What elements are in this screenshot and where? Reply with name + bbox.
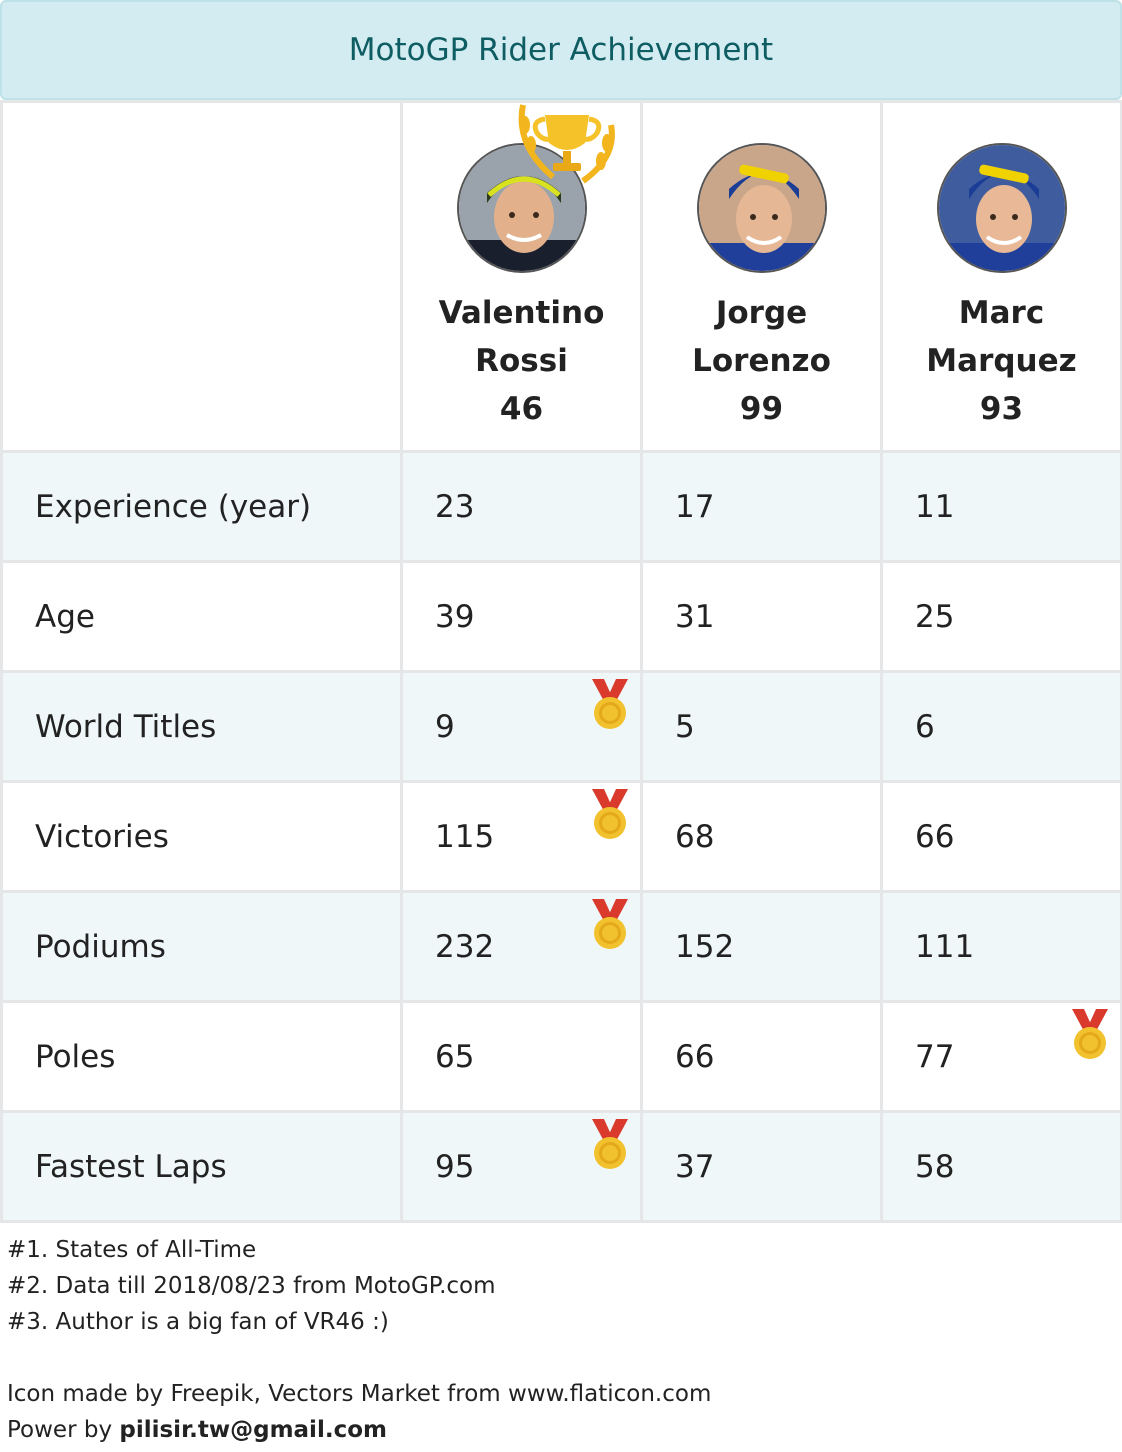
corner-cell — [0, 100, 403, 453]
stat-cell: 115 — [400, 780, 643, 893]
stat-value: 11 — [915, 488, 955, 525]
rider-number: 93 — [979, 391, 1024, 427]
row-label: Poles — [0, 1000, 403, 1113]
spacer — [7, 1340, 711, 1376]
stat-value: 31 — [675, 598, 715, 635]
table-row: Poles 65 66 77 — [0, 1000, 1122, 1113]
row-label: World Titles — [0, 670, 403, 783]
footnotes: #1. States of All-Time #2. Data till 201… — [7, 1232, 711, 1448]
stat-cell: 17 — [640, 450, 883, 563]
stat-value: 66 — [915, 818, 955, 855]
stat-value: 115 — [435, 818, 495, 855]
row-label: Experience (year) — [0, 450, 403, 563]
icon-credit: Icon made by Freepik, Vectors Market fro… — [7, 1381, 712, 1407]
rider-cell: Jorge Lorenzo 99 — [640, 100, 883, 453]
avatar — [936, 143, 1067, 273]
rider-number: 46 — [499, 391, 544, 427]
stat-cell: 152 — [640, 890, 883, 1003]
stat-value: 77 — [915, 1038, 955, 1075]
stat-cell: 31 — [640, 560, 883, 673]
stat-value: 25 — [915, 598, 955, 635]
stat-value: 17 — [675, 488, 715, 525]
rider-header-row: Valentino Rossi 46 — [0, 100, 1122, 453]
stat-value: 152 — [675, 928, 735, 965]
stat-value: 66 — [675, 1038, 715, 1075]
title-bar: MotoGP Rider Achievement — [0, 0, 1122, 100]
stat-value: 65 — [435, 1038, 475, 1075]
stat-value: 232 — [435, 928, 495, 965]
table-row: Podiums 232 152 111 — [0, 890, 1122, 1003]
stat-cell: 95 — [400, 1110, 643, 1223]
achievement-table: Valentino Rossi 46 — [0, 100, 1122, 1223]
table-row: Fastest Laps 95 37 58 — [0, 1110, 1122, 1223]
stat-cell: 111 — [880, 890, 1122, 1003]
stat-value: 5 — [675, 708, 695, 745]
rider-first-name: Valentino — [438, 295, 605, 331]
medal-icon — [1068, 1009, 1112, 1061]
stat-cell: 9 — [400, 670, 643, 783]
row-label: Age — [0, 560, 403, 673]
rider-last-name: Lorenzo — [692, 343, 831, 379]
table-row: Age 39 31 25 — [0, 560, 1122, 673]
stat-value: 6 — [915, 708, 935, 745]
stat-cell: 77 — [880, 1000, 1122, 1113]
stat-cell: 39 — [400, 560, 643, 673]
rider-number: 99 — [739, 391, 784, 427]
stat-cell: 6 — [880, 670, 1122, 783]
stat-value: 9 — [435, 708, 455, 745]
stat-value: 95 — [435, 1148, 475, 1185]
stat-value: 111 — [915, 928, 975, 965]
medal-icon — [588, 899, 632, 951]
stat-cell: 11 — [880, 450, 1122, 563]
author-email: pilisir.tw@gmail.com — [119, 1417, 387, 1443]
rider-last-name: Rossi — [475, 343, 568, 379]
stat-value: 68 — [675, 818, 715, 855]
power-by: Power by pilisir.tw@gmail.com — [7, 1412, 711, 1448]
stat-cell: 232 — [400, 890, 643, 1003]
page-title: MotoGP Rider Achievement — [348, 32, 774, 68]
stat-value: 58 — [915, 1148, 955, 1185]
avatar — [696, 143, 827, 273]
stat-cell: 68 — [640, 780, 883, 893]
stat-value: 37 — [675, 1148, 715, 1185]
table-row: World Titles 9 5 6 — [0, 670, 1122, 783]
stat-value: 23 — [435, 488, 475, 525]
rider-last-name: Marquez — [926, 343, 1077, 379]
stat-value: 39 — [435, 598, 475, 635]
row-label: Fastest Laps — [0, 1110, 403, 1223]
footnote-3: #3. Author is a big fan of VR46 :) — [7, 1309, 389, 1335]
stat-cell: 58 — [880, 1110, 1122, 1223]
medal-icon — [588, 1119, 632, 1171]
rider-cell: Valentino Rossi 46 — [400, 100, 643, 453]
stat-cell: 66 — [640, 1000, 883, 1113]
table-row: Experience (year) 23 17 11 — [0, 450, 1122, 563]
power-by-prefix: Power by — [7, 1417, 120, 1443]
row-label: Victories — [0, 780, 403, 893]
stat-cell: 37 — [640, 1110, 883, 1223]
rider-cell: Marc Marquez 93 — [880, 100, 1122, 453]
medal-icon — [588, 789, 632, 841]
stat-cell: 23 — [400, 450, 643, 563]
trophy-icon — [518, 104, 615, 184]
stat-cell: 5 — [640, 670, 883, 783]
stat-cell: 25 — [880, 560, 1122, 673]
rider-first-name: Marc — [958, 295, 1045, 331]
rider-first-name: Jorge — [715, 295, 808, 331]
row-label: Podiums — [0, 890, 403, 1003]
stat-cell: 66 — [880, 780, 1122, 893]
footnote-1: #1. States of All-Time — [7, 1237, 257, 1263]
medal-icon — [588, 679, 632, 731]
footnote-2: #2. Data till 2018/08/23 from MotoGP.com — [7, 1273, 496, 1299]
stat-cell: 65 — [400, 1000, 643, 1113]
table-row: Victories 115 68 66 — [0, 780, 1122, 893]
